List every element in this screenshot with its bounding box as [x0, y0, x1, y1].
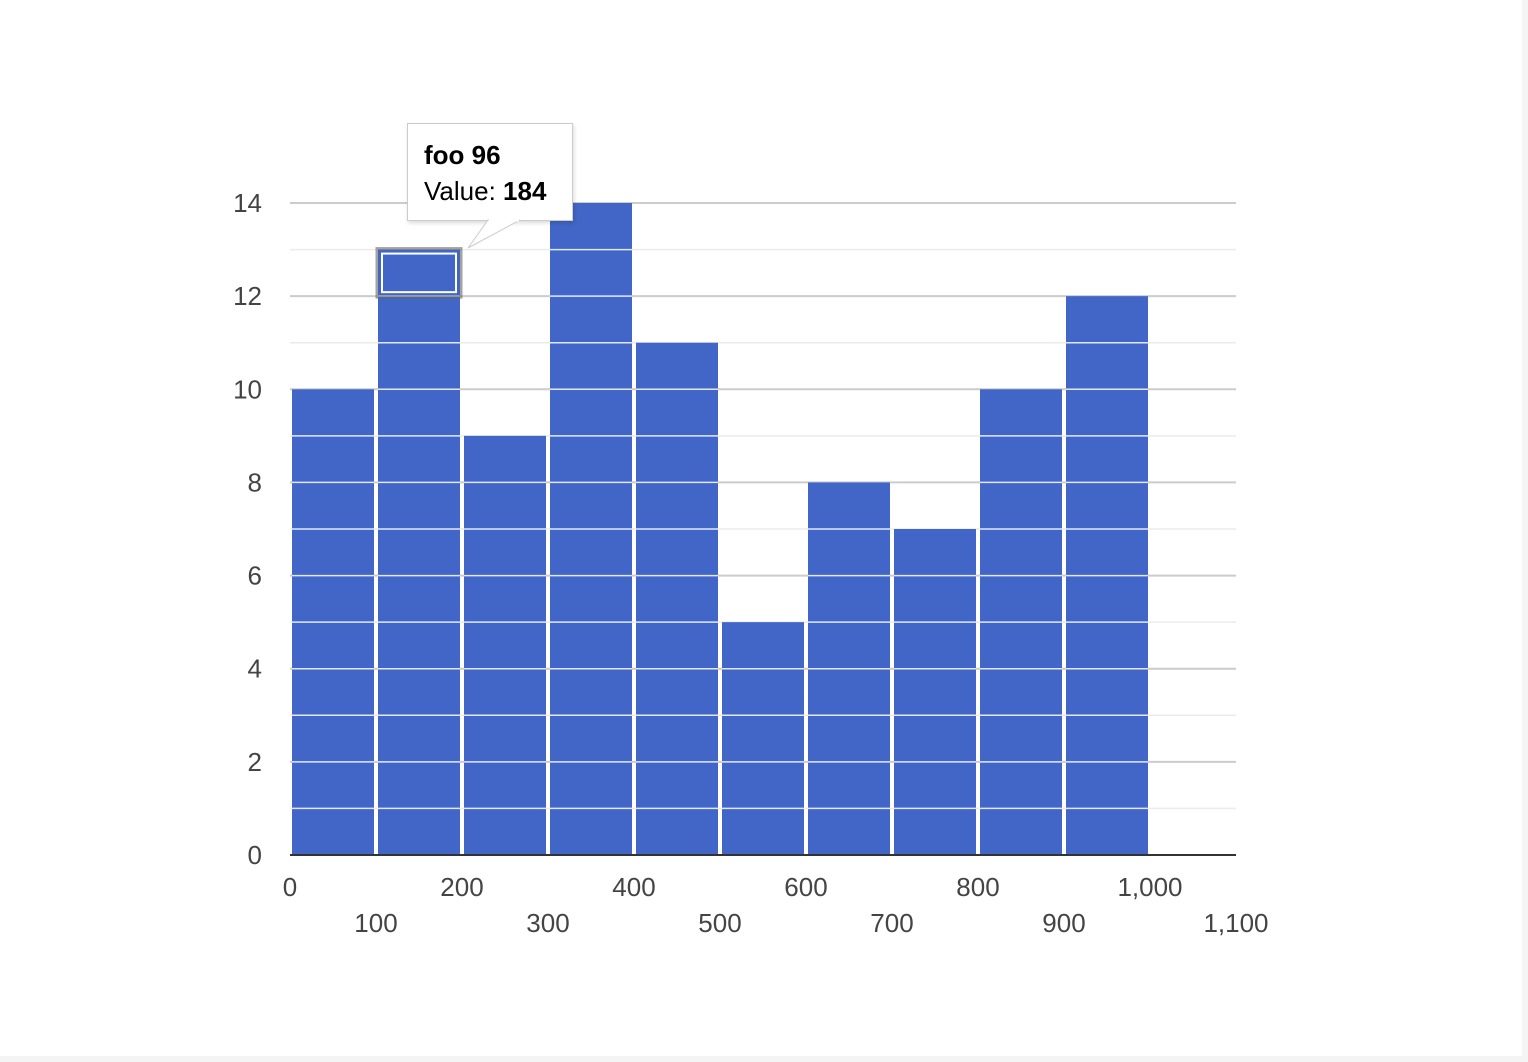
- x-tick-label: 1,000: [1117, 872, 1182, 902]
- histogram-bar-fill[interactable]: [722, 622, 804, 855]
- tooltip-value: 184: [503, 176, 547, 206]
- y-tick-label: 4: [248, 654, 262, 684]
- x-tick-label: 1,100: [1203, 908, 1268, 938]
- histogram-bar-fill[interactable]: [378, 249, 460, 856]
- x-tick-label: 900: [1042, 908, 1085, 938]
- x-tick-label: 800: [956, 872, 999, 902]
- y-tick-label: 6: [248, 561, 262, 591]
- highlighted-item-outline: [375, 247, 463, 299]
- x-tick-label: 500: [698, 908, 741, 938]
- tooltip-pointer: [467, 218, 521, 249]
- histogram-bar[interactable]: [980, 389, 1062, 855]
- histogram-bar[interactable]: [464, 435, 546, 855]
- highlighted-item[interactable]: [381, 252, 457, 294]
- y-tick-label: 10: [233, 374, 262, 404]
- x-tick-label: 700: [870, 908, 913, 938]
- histogram-bar-fill[interactable]: [636, 342, 718, 855]
- x-tick-label: 600: [784, 872, 827, 902]
- bars: [292, 203, 1148, 856]
- x-tick-label: 300: [526, 908, 569, 938]
- x-tick-label: 200: [440, 872, 483, 902]
- y-tick-label: 0: [248, 840, 262, 870]
- y-tick-label: 8: [248, 467, 262, 497]
- y-tick-label: 12: [233, 281, 262, 311]
- histogram-bar[interactable]: [636, 342, 718, 855]
- tooltip-value-row: Value: 184: [424, 176, 546, 207]
- histogram-bar[interactable]: [550, 203, 632, 855]
- tooltip: foo 96 Value: 184: [407, 123, 573, 249]
- x-tick-label: 100: [354, 908, 397, 938]
- x-tick-label: 400: [612, 872, 655, 902]
- histogram-bar-fill[interactable]: [464, 435, 546, 855]
- histogram-bar[interactable]: [722, 622, 804, 855]
- y-tick-label: 2: [248, 747, 262, 777]
- histogram-bar[interactable]: [1066, 296, 1148, 856]
- histogram-bar[interactable]: [808, 482, 890, 855]
- tooltip-value-label: Value:: [424, 176, 496, 206]
- histogram-bar[interactable]: [894, 529, 976, 855]
- y-tick-label: 14: [233, 188, 262, 218]
- histogram-bar[interactable]: [378, 249, 460, 856]
- axes: 0 2 4 6 8 10 12 14 0 100 200 300 400 500 600 700 800 900 1…: [233, 188, 1268, 938]
- x-tick-label: 0: [283, 872, 297, 902]
- histogram-bar[interactable]: [292, 389, 374, 855]
- tooltip-title: foo 96: [424, 140, 501, 170]
- histogram-bar-fill[interactable]: [894, 529, 976, 855]
